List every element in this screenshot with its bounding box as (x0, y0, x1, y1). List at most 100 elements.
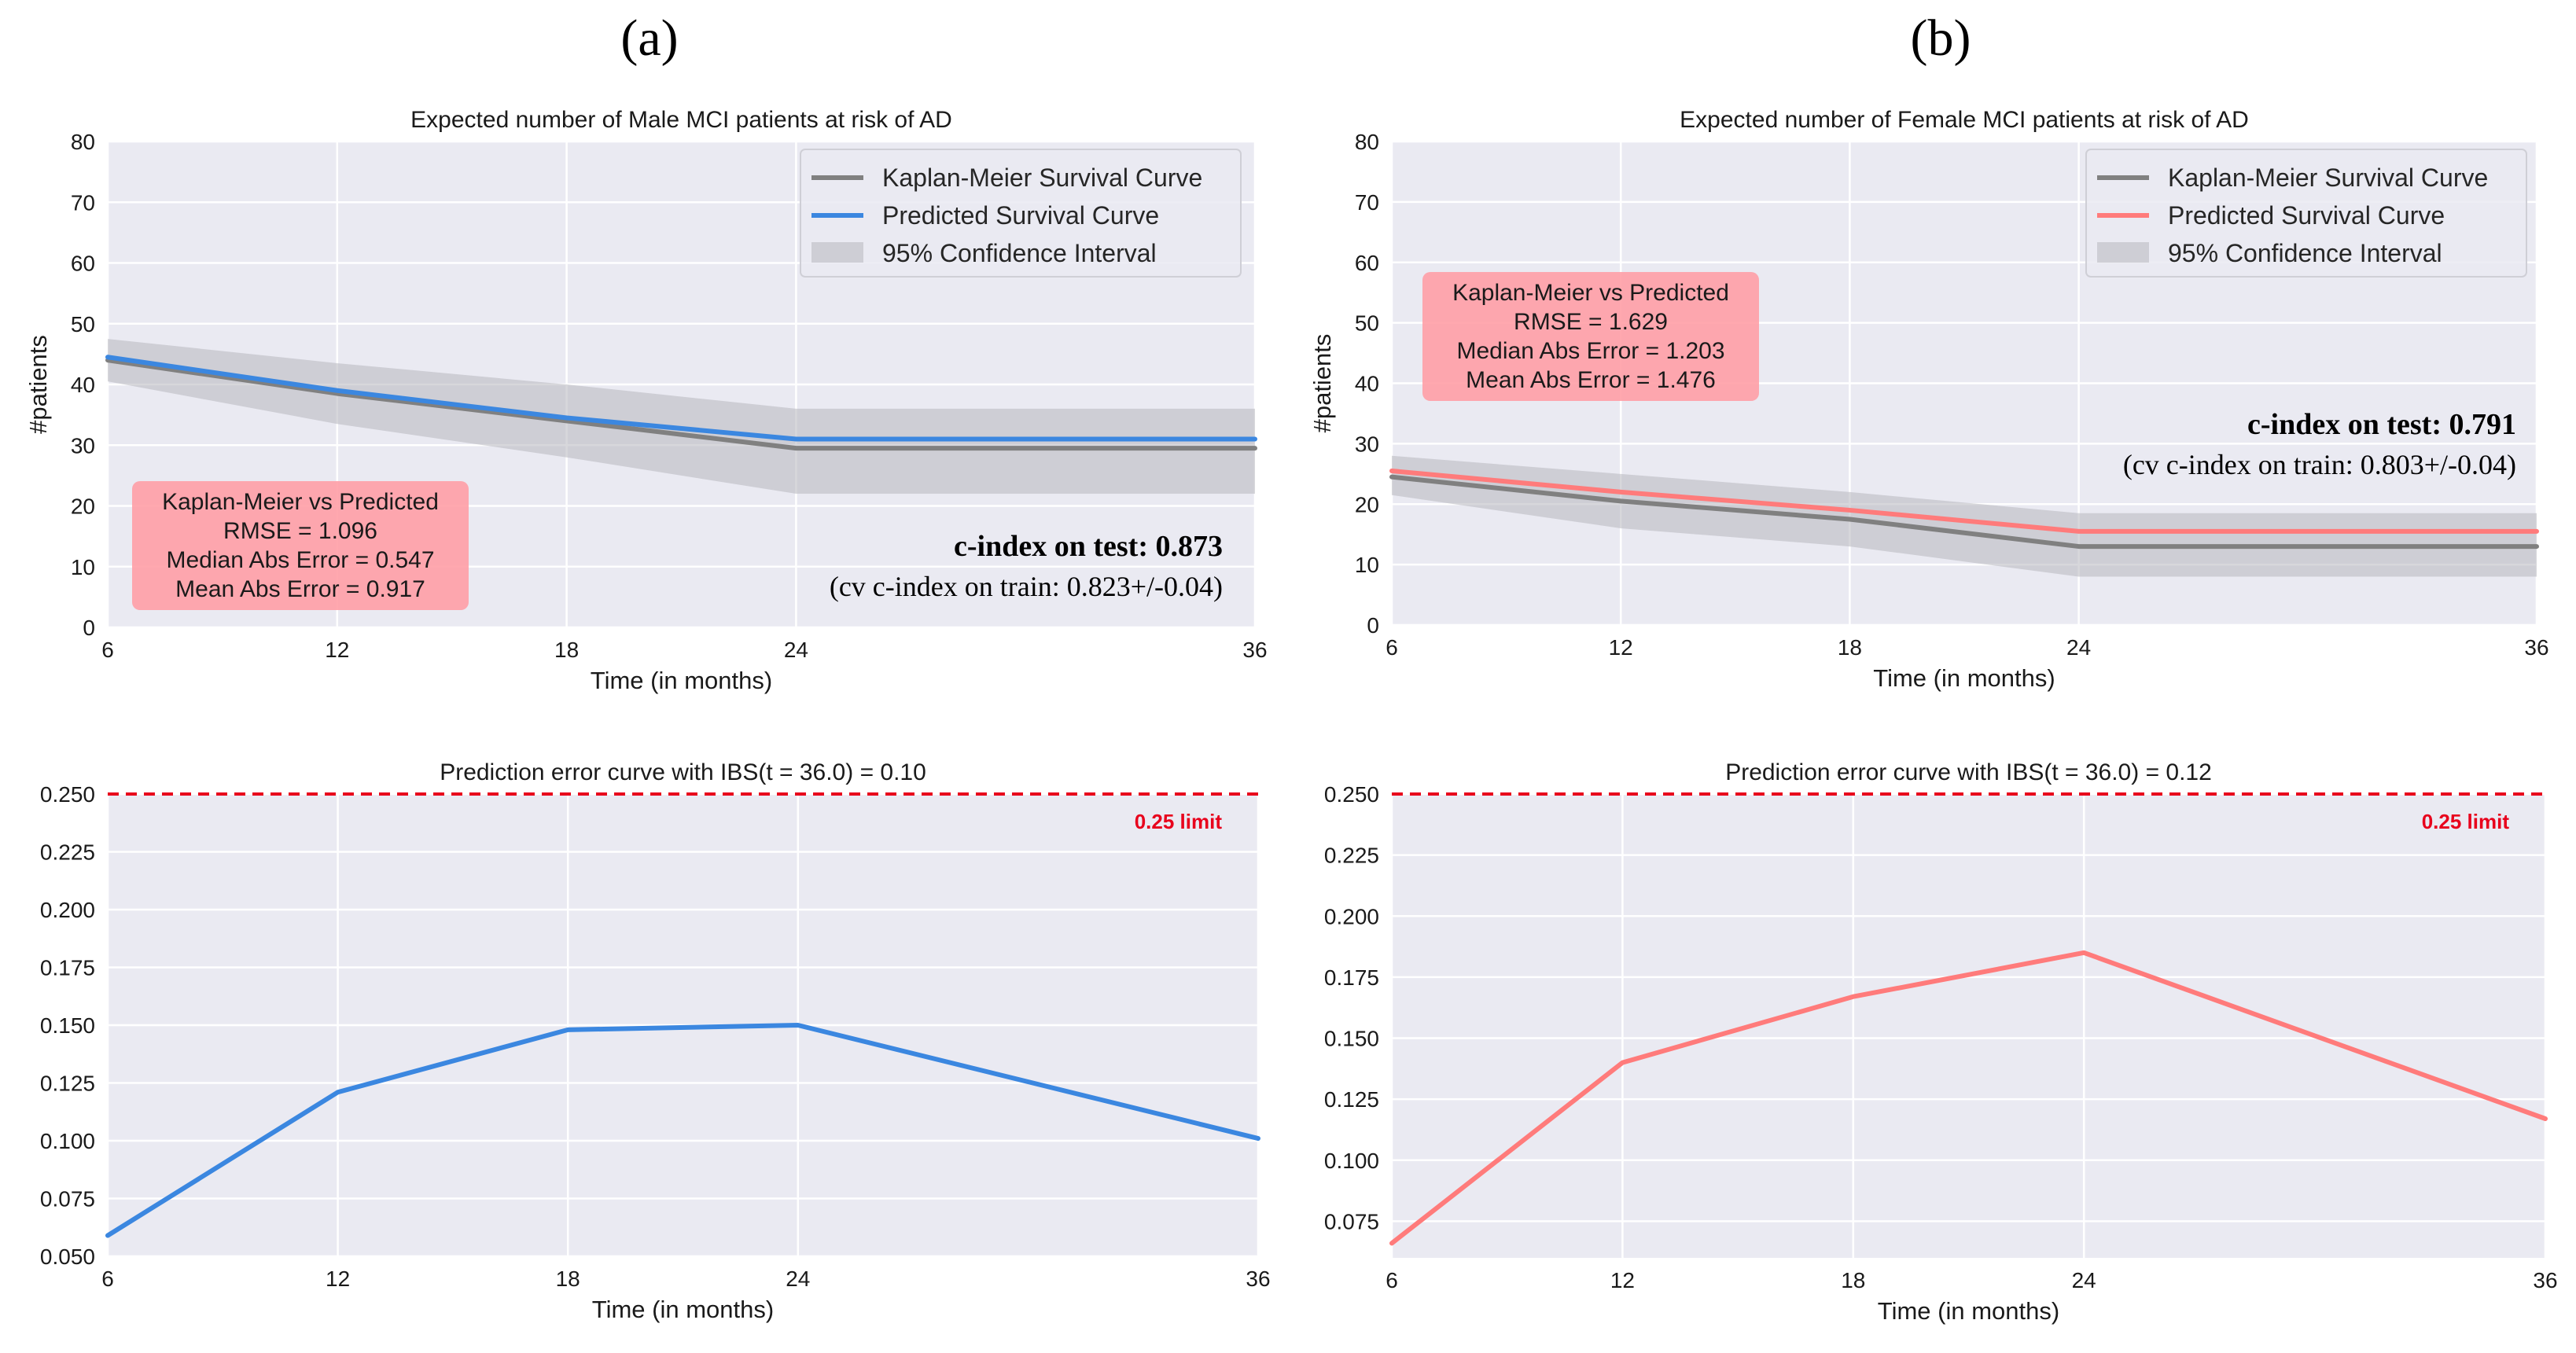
x-tick-label: 24 (784, 638, 808, 662)
chart-title: Expected number of Male MCI patients at … (410, 107, 952, 133)
stats-box (132, 481, 469, 610)
cv-cindex-label: (cv c-index on train: 0.823+/-0.04) (830, 571, 1223, 602)
y-tick-label: 0.175 (40, 956, 95, 980)
limit-label: 0.25 limit (2422, 810, 2510, 833)
cindex-label: c-index on test: 0.791 (2247, 408, 2516, 441)
y-tick-label: 0.250 (40, 782, 95, 807)
x-tick-label: 6 (101, 1267, 114, 1291)
x-axis-label: Time (in months) (1878, 1297, 2059, 1325)
x-tick-label: 36 (2524, 635, 2548, 660)
y-tick-label: 0 (1367, 613, 1379, 638)
legend-entry: Predicted Survival Curve (882, 201, 1159, 230)
legend-swatch-ci (2097, 242, 2149, 263)
y-tick-label: 0.175 (1324, 965, 1379, 990)
x-tick-label: 24 (2066, 635, 2091, 660)
y-tick-label: 0.050 (40, 1245, 95, 1269)
cv-cindex-label: (cv c-index on train: 0.803+/-0.04) (2123, 449, 2516, 480)
y-axis-label: #patients (1308, 334, 1336, 433)
y-tick-label: 20 (71, 495, 95, 519)
legend-entry: 95% Confidence Interval (2168, 239, 2442, 267)
legend-swatch-ci (811, 242, 863, 263)
y-tick-label: 0.150 (40, 1013, 95, 1038)
y-tick-label: 0 (83, 616, 95, 640)
x-tick-label: 36 (1246, 1267, 1270, 1291)
stats-line: Mean Abs Error = 0.917 (175, 576, 425, 602)
stats-line: Kaplan-Meier vs Predicted (162, 489, 439, 515)
panel-label-b: (b) (1911, 9, 1971, 67)
y-tick-label: 80 (71, 130, 95, 154)
stats-line: Mean Abs Error = 1.476 (1466, 367, 1716, 393)
legend-box (800, 149, 1242, 278)
y-tick-label: 0.100 (1324, 1149, 1379, 1173)
y-tick-label: 0.150 (1324, 1027, 1379, 1051)
legend-entry: Predicted Survival Curve (2168, 201, 2445, 230)
y-tick-label: 10 (1355, 553, 1379, 577)
x-tick-label: 12 (1610, 1268, 1635, 1292)
stats-line: RMSE = 1.629 (1514, 309, 1668, 335)
x-axis-label: Time (in months) (1873, 664, 2055, 692)
y-tick-label: 0.200 (1324, 904, 1379, 928)
x-tick-label: 24 (2072, 1268, 2096, 1292)
y-tick-label: 30 (71, 433, 95, 458)
stats-line: Median Abs Error = 1.203 (1456, 338, 1724, 364)
x-axis-label: Time (in months) (592, 1296, 774, 1323)
x-tick-label: 12 (326, 1267, 350, 1291)
y-tick-label: 50 (1355, 311, 1379, 336)
confidence-band (108, 339, 1255, 495)
x-tick-label: 36 (1242, 638, 1267, 662)
y-tick-label: 40 (1355, 372, 1379, 396)
male-survival-chart: 6 12 18 24 36 0 10 20 30 40 50 60 70 80 Expected numbe… (24, 107, 1268, 694)
legend-box (2085, 149, 2527, 278)
y-tick-label: 0.125 (40, 1072, 95, 1096)
stats-box (1422, 272, 1759, 401)
legend-entry: Kaplan-Meier Survival Curve (2168, 164, 2488, 192)
y-tick-label: 50 (71, 312, 95, 336)
stats-line: Kaplan-Meier vs Predicted (1452, 280, 1729, 306)
chart-title: Prediction error curve with IBS(t = 36.0… (1725, 759, 2212, 785)
y-tick-label: 0.225 (40, 840, 95, 865)
x-tick-label: 12 (325, 638, 349, 662)
y-tick-label: 80 (1355, 130, 1379, 154)
stats-line: Median Abs Error = 0.547 (166, 547, 434, 573)
y-tick-label: 0.200 (40, 898, 95, 922)
y-tick-label: 20 (1355, 492, 1379, 517)
female-survival-chart: 6 12 18 24 36 0 10 20 30 40 50 60 70 80 Expected numbe… (1308, 107, 2549, 692)
y-tick-label: 70 (71, 190, 95, 215)
y-tick-label: 60 (1355, 251, 1379, 275)
y-axis-label: #patients (24, 335, 52, 434)
limit-label: 0.25 limit (1135, 810, 1223, 833)
y-tick-label: 10 (71, 555, 95, 579)
x-tick-label: 12 (1609, 635, 1633, 660)
y-tick-label: 0.125 (1324, 1087, 1379, 1112)
stats-line: RMSE = 1.096 (223, 518, 377, 544)
x-tick-label: 18 (1838, 635, 1862, 660)
y-tick-label: 40 (71, 373, 95, 397)
x-tick-label: 18 (554, 638, 579, 662)
panel-label-a: (a) (620, 9, 678, 67)
chart-title: Prediction error curve with IBS(t = 36.0… (440, 759, 926, 785)
y-tick-label: 30 (1355, 432, 1379, 456)
x-tick-label: 6 (1386, 635, 1398, 660)
x-tick-label: 6 (101, 638, 114, 662)
legend-entry: 95% Confidence Interval (882, 239, 1157, 267)
chart-title: Expected number of Female MCI patients a… (1680, 107, 2249, 133)
cindex-label: c-index on test: 0.873 (954, 530, 1223, 563)
x-tick-label: 18 (1841, 1268, 1865, 1292)
y-tick-label: 60 (71, 252, 95, 276)
plot-area (1392, 794, 2545, 1258)
y-tick-label: 0.250 (1324, 782, 1379, 807)
legend-entry: Kaplan-Meier Survival Curve (882, 164, 1202, 192)
x-tick-label: 36 (2533, 1268, 2557, 1292)
y-tick-label: 0.225 (1324, 844, 1379, 868)
female-error-chart: 6 12 18 24 36 0.075 0.100 0.125 0.150 0.175 0.200 0… (1324, 759, 2558, 1325)
y-tick-label: 0.075 (40, 1187, 95, 1211)
x-tick-label: 6 (1386, 1268, 1398, 1292)
x-tick-label: 18 (556, 1267, 580, 1291)
x-tick-label: 24 (786, 1267, 810, 1291)
y-tick-label: 70 (1355, 190, 1379, 215)
y-tick-label: 0.100 (40, 1129, 95, 1153)
male-error-chart: 6 12 18 24 36 0.050 0.075 0.100 0.125 0.150 0.175 0… (40, 759, 1271, 1323)
x-axis-label: Time (in months) (591, 667, 772, 694)
y-tick-label: 0.075 (1324, 1209, 1379, 1234)
